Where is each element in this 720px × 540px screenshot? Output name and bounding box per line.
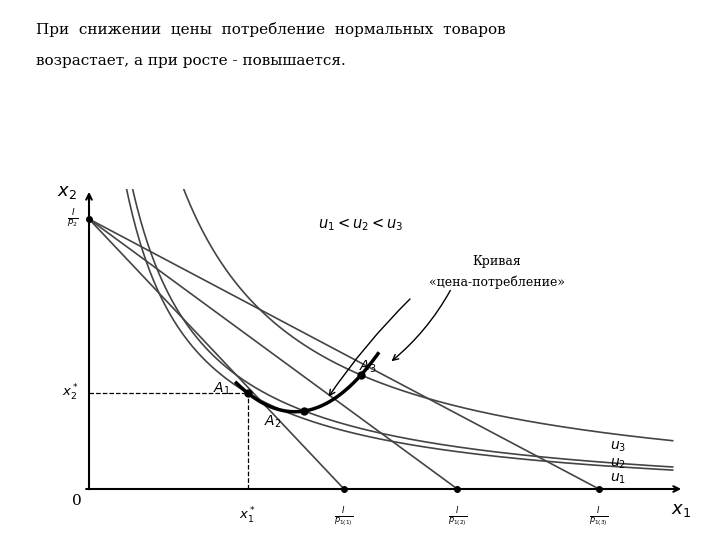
- Text: $u_1 < u_2 < u_3$: $u_1 < u_2 < u_3$: [318, 217, 404, 233]
- Text: возрастает, а при росте - повышается.: возрастает, а при росте - повышается.: [36, 54, 346, 68]
- Text: 0: 0: [72, 494, 81, 508]
- Text: $u_3$: $u_3$: [611, 440, 626, 454]
- Text: $x_2$: $x_2$: [57, 183, 76, 201]
- Text: $x_1^*$: $x_1^*$: [239, 505, 256, 525]
- Text: $\frac{I}{p_{1(1)}}$: $\frac{I}{p_{1(1)}}$: [334, 505, 354, 529]
- Text: $A_2$: $A_2$: [264, 413, 282, 430]
- Text: $x_2^*$: $x_2^*$: [62, 383, 78, 403]
- Text: $A_1$: $A_1$: [213, 380, 231, 397]
- Text: $\frac{I}{p_{1(3)}}$: $\frac{I}{p_{1(3)}}$: [590, 505, 608, 529]
- Text: $u_2$: $u_2$: [611, 456, 626, 471]
- Text: $u_1$: $u_1$: [611, 471, 626, 485]
- Text: $x_1$: $x_1$: [671, 501, 691, 519]
- Text: $\frac{I}{p_{1(2)}}$: $\frac{I}{p_{1(2)}}$: [448, 505, 467, 529]
- Text: Кривая: Кривая: [472, 254, 521, 267]
- Text: При  снижении  цены  потребление  нормальных  товаров: При снижении цены потребление нормальных…: [36, 22, 505, 37]
- Text: $\frac{I}{p_2}$: $\frac{I}{p_2}$: [67, 208, 78, 230]
- Text: $A_3$: $A_3$: [359, 359, 377, 375]
- Text: «цена-потребление»: «цена-потребление»: [429, 275, 565, 289]
